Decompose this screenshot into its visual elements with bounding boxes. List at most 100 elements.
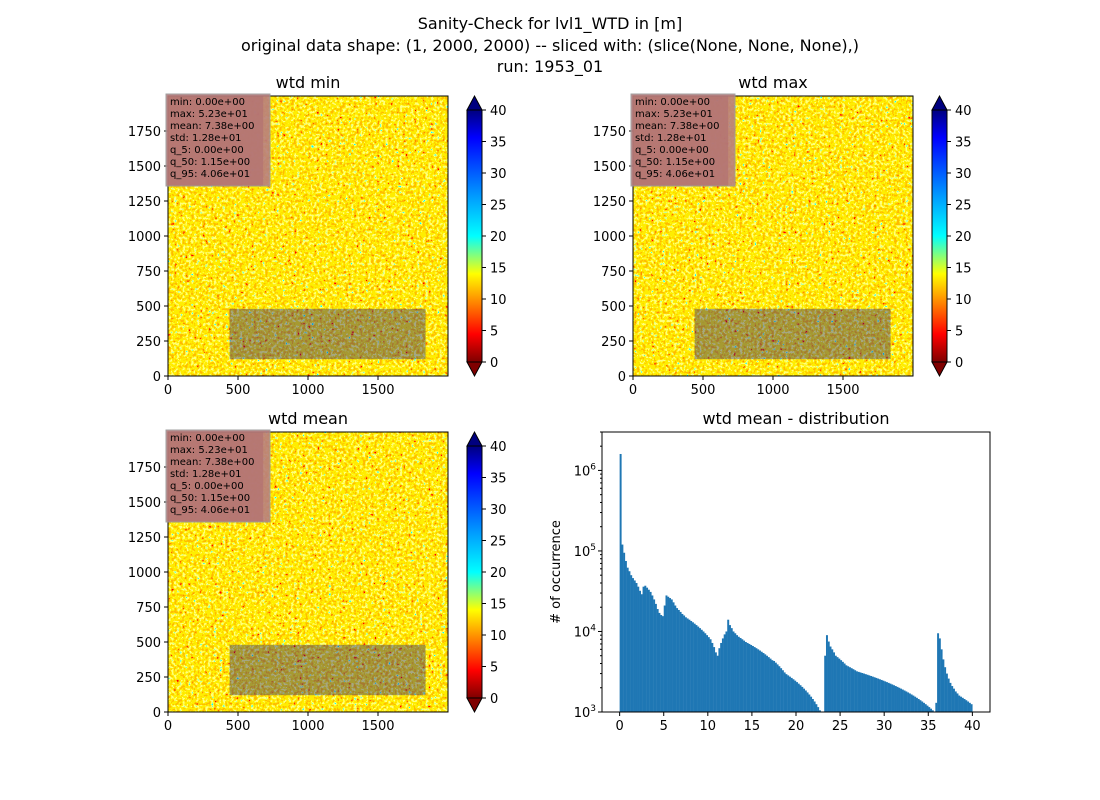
stats-line: q_5: 0.00e+00 <box>635 145 709 156</box>
histogram-bar <box>665 595 668 712</box>
colorbar-tick-label: 40 <box>490 440 507 455</box>
figure-title-line-1: Sanity-Check for lvl1_WTD in [m] <box>418 14 682 34</box>
histogram-bar <box>637 586 640 712</box>
histogram-bar <box>746 642 749 712</box>
histogram-bar <box>803 688 806 712</box>
histogram-bar <box>834 655 837 712</box>
y-axis-label: # of occurrence <box>549 520 564 624</box>
histogram-bar <box>797 683 800 712</box>
histogram-bar <box>660 615 663 712</box>
histogram-bar <box>956 693 959 712</box>
colorbar-tick-label: 15 <box>955 262 972 277</box>
histogram-bar <box>903 690 906 712</box>
stats-line: q_50: 1.15e+00 <box>170 157 250 168</box>
colorbar-tick-label: 40 <box>955 104 972 119</box>
colorbar-tick-label: 20 <box>955 230 972 245</box>
histogram-bar <box>868 675 871 712</box>
histogram-bar <box>806 692 809 712</box>
histogram-bar <box>758 650 761 712</box>
histogram-bar <box>661 616 664 712</box>
histogram-bar <box>727 619 730 712</box>
stats-box <box>165 93 271 187</box>
histogram-bar <box>866 674 869 712</box>
histogram-bar <box>811 699 814 712</box>
stats-line: q_5: 0.00e+00 <box>170 481 244 492</box>
heatmap-region-deep-band <box>694 308 891 360</box>
histogram-bar <box>961 697 964 712</box>
x-tick-label: 1500 <box>361 383 394 398</box>
histogram-bar <box>688 619 691 712</box>
y-tick-label: 250 <box>136 335 161 350</box>
colorbar-tick-label: 0 <box>490 356 498 371</box>
histogram-bar <box>854 670 857 712</box>
histogram-bar <box>900 688 903 712</box>
histogram-bar <box>861 673 864 712</box>
histogram-bar <box>863 673 865 712</box>
colorbar <box>466 109 483 363</box>
histogram-bar <box>818 710 821 712</box>
x-tick-label: 20 <box>788 719 805 734</box>
histogram-bar <box>896 686 899 712</box>
histogram-bar <box>843 663 846 712</box>
histogram-bar <box>954 691 957 712</box>
figure-title-line-3: run: 1953_01 <box>497 57 603 77</box>
histogram-bar <box>840 660 843 712</box>
histogram-bar <box>630 575 633 712</box>
histogram-bar <box>831 649 834 712</box>
histogram-bar <box>677 609 680 712</box>
stats-line: max: 5.23e+01 <box>170 109 248 120</box>
histogram-panel-wtd-mean-distribution: wtd mean - distribution 0 5 10 15 20 25 30 35 40 1… <box>549 409 991 734</box>
histogram-bar <box>653 599 656 712</box>
y-tick-label: 1750 <box>128 461 161 476</box>
histogram-bar <box>704 633 707 712</box>
histogram-bar <box>875 677 878 712</box>
y-tick-label: 0 <box>618 370 626 385</box>
histogram-bar <box>743 640 746 712</box>
histogram-bar <box>702 631 705 712</box>
histogram-bar <box>829 646 832 712</box>
histogram-bar <box>908 693 911 712</box>
histogram-bar <box>709 639 712 712</box>
histogram-bar <box>767 657 770 712</box>
histogram-bar <box>658 612 661 712</box>
stats-line: std: 1.28e+01 <box>635 133 707 144</box>
y-tick-label: 1750 <box>128 125 161 140</box>
histogram-bar <box>776 664 779 712</box>
histogram-bar <box>845 665 848 712</box>
stats-line: min: 0.00e+00 <box>170 97 245 108</box>
histogram-bar <box>792 679 795 712</box>
histogram-bar <box>887 682 890 712</box>
histogram-bar <box>623 552 626 712</box>
colorbar-tick-label: 35 <box>955 136 972 151</box>
histogram-bar <box>926 705 929 712</box>
histogram-bar <box>679 611 682 712</box>
histogram-bar <box>884 681 887 712</box>
histogram-bar <box>901 689 904 712</box>
x-tick-label: 10 <box>700 719 717 734</box>
y-tick-label: 750 <box>136 601 161 616</box>
histogram-bar <box>878 679 881 712</box>
histogram-bar <box>718 648 721 712</box>
histogram-bar <box>644 585 647 712</box>
histogram-bar <box>914 696 917 712</box>
y-tick-label: 0 <box>153 706 161 721</box>
x-tick-label: 0 <box>615 719 623 734</box>
colorbar-tick-label: 10 <box>955 293 972 308</box>
x-tick-label: 1000 <box>291 383 324 398</box>
histogram-bar <box>790 677 793 712</box>
y-tick-label: 1000 <box>128 230 161 245</box>
stats-line: q_50: 1.15e+00 <box>170 493 250 504</box>
stats-line: max: 5.23e+01 <box>170 445 248 456</box>
histogram-bar <box>780 668 783 712</box>
histogram-bar <box>713 647 716 712</box>
histogram-bar <box>859 672 862 712</box>
histogram-bar <box>628 571 631 712</box>
histogram-bar <box>905 691 908 712</box>
histogram-bar <box>855 671 858 712</box>
histogram-bar <box>771 660 774 712</box>
histogram-bar <box>877 678 880 712</box>
histogram-bar <box>764 654 767 712</box>
histogram-bar <box>683 615 686 712</box>
